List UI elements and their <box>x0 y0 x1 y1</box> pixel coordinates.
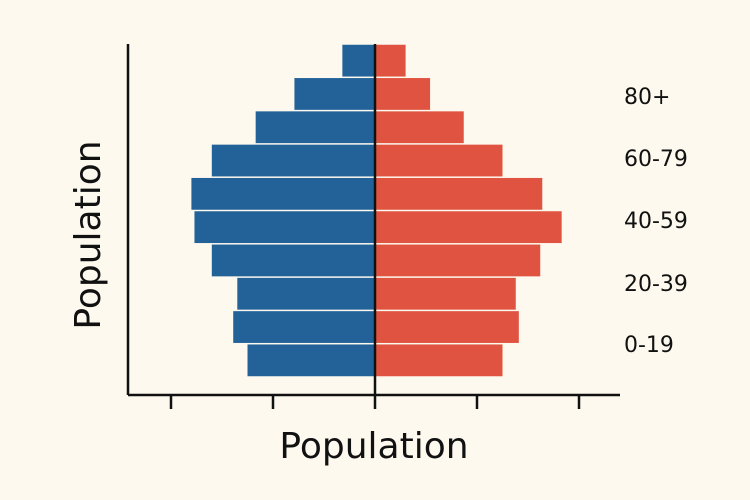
bar-right-2 <box>375 277 516 310</box>
bar-left-6 <box>211 144 375 177</box>
y-axis-title: Population <box>68 140 109 329</box>
bar-left-8 <box>294 78 375 110</box>
x-axis-title: Population <box>279 426 468 467</box>
bar-right-7 <box>375 111 464 144</box>
age-label-40-59: 40-59 <box>624 209 688 234</box>
bar-left-4 <box>194 211 375 244</box>
bar-left-9 <box>342 44 375 77</box>
bar-left-5 <box>191 177 375 210</box>
x-axis-ticks <box>169 395 581 409</box>
bar-left-0 <box>247 344 375 377</box>
age-label-60-79: 60-79 <box>624 147 688 172</box>
age-label-0-19: 0-19 <box>624 333 674 358</box>
age-group-labels: 80+ 60-79 40-59 20-39 0-19 <box>624 85 688 358</box>
bar-left-3 <box>211 244 375 277</box>
bar-right-0 <box>375 344 503 377</box>
age-label-80-plus: 80+ <box>624 85 670 110</box>
bar-right-4 <box>375 211 562 244</box>
bar-right-6 <box>375 144 503 177</box>
bar-right-1 <box>375 311 519 343</box>
bar-right-8 <box>375 78 431 110</box>
bar-left-1 <box>233 311 375 343</box>
bar-right-9 <box>375 44 406 77</box>
age-label-20-39: 20-39 <box>624 272 688 297</box>
bars-group <box>191 44 562 377</box>
bar-left-7 <box>255 111 375 144</box>
bar-right-5 <box>375 177 543 210</box>
bar-left-2 <box>237 277 375 310</box>
bar-right-3 <box>375 244 541 277</box>
